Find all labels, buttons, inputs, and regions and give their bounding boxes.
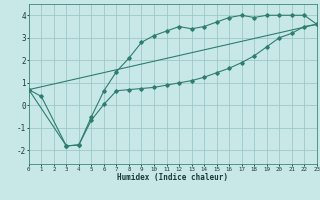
X-axis label: Humidex (Indice chaleur): Humidex (Indice chaleur)	[117, 173, 228, 182]
